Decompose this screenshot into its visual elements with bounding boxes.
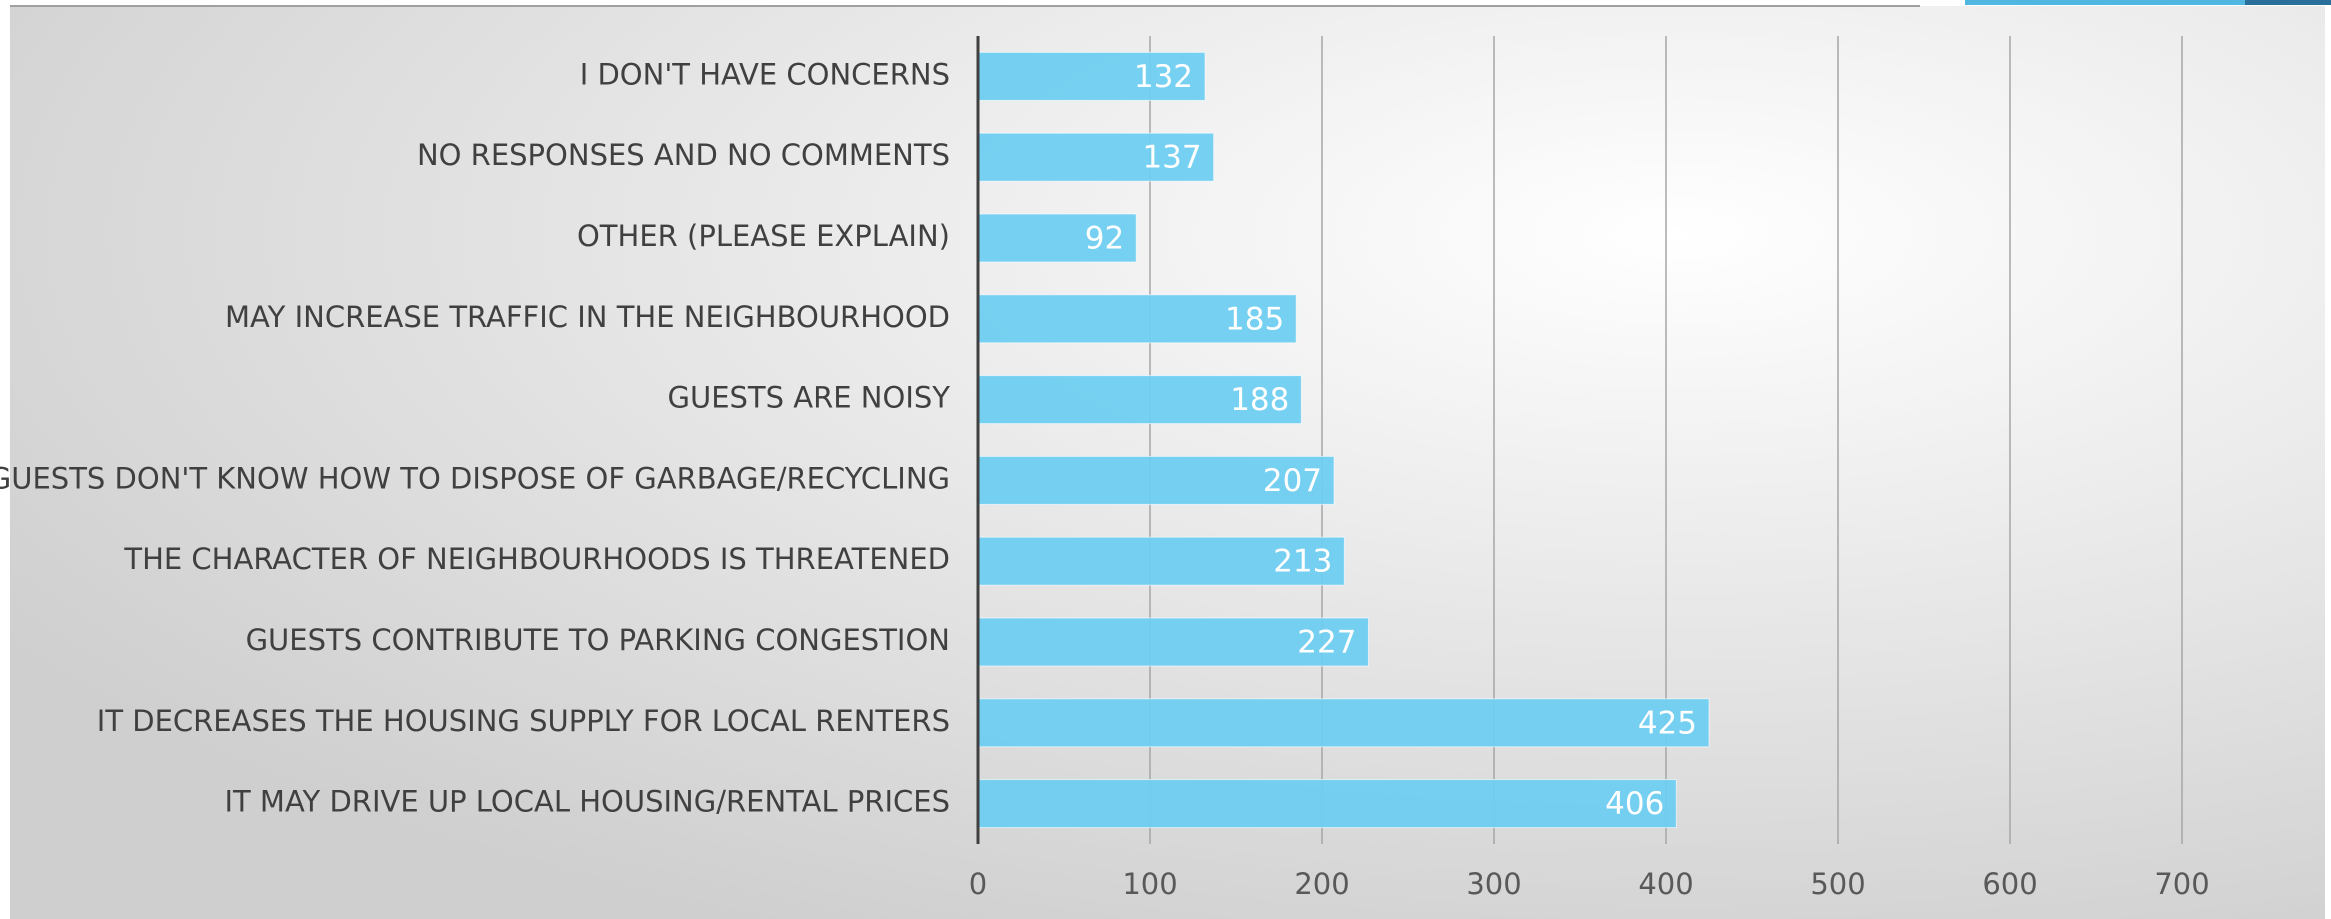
y-tick-label: GUESTS CONTRIBUTE TO PARKING CONGESTION	[246, 623, 950, 657]
value-label: 132	[1134, 59, 1193, 95]
bar	[977, 51, 1206, 101]
bar	[977, 213, 1137, 263]
value-label: 207	[1263, 463, 1322, 499]
x-tick-label: 700	[2154, 867, 2209, 901]
bar	[977, 132, 1215, 182]
value-label: 406	[1605, 786, 1664, 822]
value-label: 425	[1638, 705, 1697, 741]
value-label: 92	[1085, 221, 1124, 257]
x-tick-label: 200	[1294, 867, 1349, 901]
value-label: 137	[1142, 140, 1201, 176]
bar	[977, 375, 1302, 425]
y-tick-label: OTHER (PLEASE EXPLAIN)	[577, 219, 950, 253]
x-tick-label: 500	[1810, 867, 1865, 901]
accent	[1965, 0, 2245, 5]
value-label: 188	[1230, 382, 1289, 418]
value-label: 213	[1273, 544, 1332, 580]
value-label: 227	[1297, 625, 1356, 661]
x-tick-label: 0	[969, 867, 987, 901]
bar	[977, 294, 1297, 344]
y-tick-label: NO RESPONSES AND NO COMMENTS	[417, 138, 950, 172]
x-tick-label: 300	[1466, 867, 1521, 901]
y-tick-label: GUESTS ARE NOISY	[668, 381, 951, 415]
y-tick-label: MAY INCREASE TRAFFIC IN THE NEIGHBOURHOO…	[225, 300, 950, 334]
y-tick-label: GUESTS DON'T KNOW HOW TO DISPOSE OF GARB…	[0, 461, 950, 495]
accent	[2245, 0, 2331, 5]
y-tick-label: THE CHARACTER OF NEIGHBOURHOODS IS THREA…	[123, 542, 950, 576]
y-tick-label: I DON'T HAVE CONCERNS	[580, 57, 950, 91]
y-tick-label: IT DECREASES THE HOUSING SUPPLY FOR LOCA…	[97, 704, 950, 738]
x-tick-label: 100	[1122, 867, 1177, 901]
value-label: 185	[1225, 301, 1284, 337]
y-tick-label: IT MAY DRIVE UP LOCAL HOUSING/RENTAL PRI…	[224, 785, 950, 819]
x-tick-label: 600	[1982, 867, 2037, 901]
bar	[977, 617, 1369, 667]
bar	[977, 536, 1345, 586]
x-tick-label: 400	[1638, 867, 1693, 901]
bar	[977, 779, 1677, 829]
bar	[977, 698, 1710, 748]
